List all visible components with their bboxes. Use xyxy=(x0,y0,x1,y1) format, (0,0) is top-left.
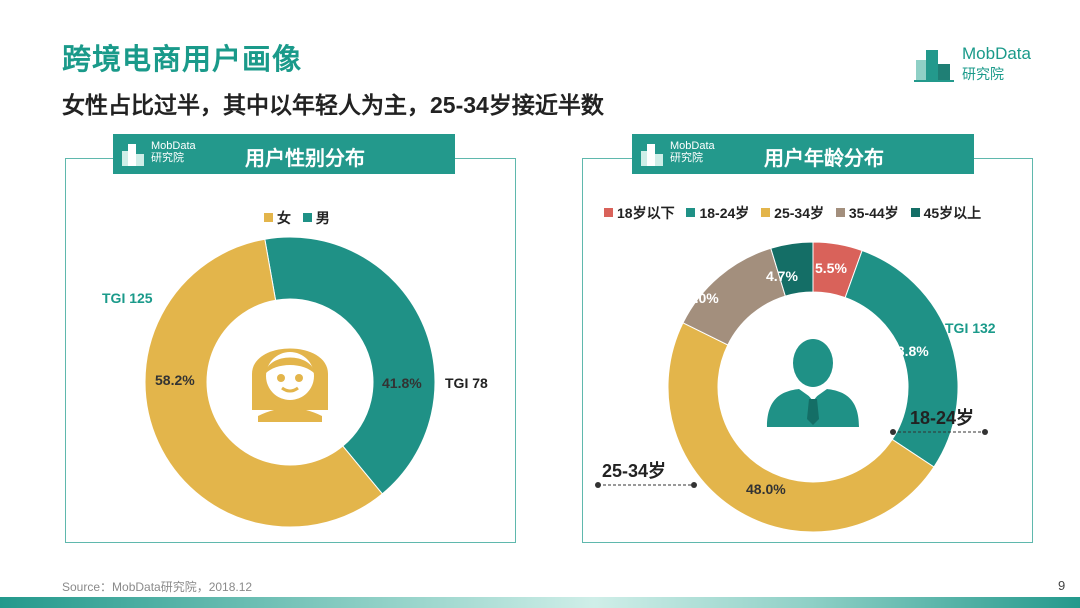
source-note: Source：MobData研究院，2018.12 xyxy=(62,580,253,594)
gender-legend: 女 男 xyxy=(264,208,338,228)
page-number: 9 xyxy=(1058,578,1066,593)
footer-bar xyxy=(0,597,1080,608)
tgi-label-18-24: TGI 132 xyxy=(945,320,996,336)
brand-name: MobData xyxy=(962,44,1031,63)
brand-logo: MobData 研究院 xyxy=(914,42,1054,86)
female-avatar-icon xyxy=(252,348,328,422)
building-logo-icon xyxy=(914,50,954,82)
data-label-over45: 4.7% xyxy=(766,268,798,284)
page-title: 跨境电商用户画像 xyxy=(62,44,303,76)
data-label-35-44: 13.0% xyxy=(679,290,719,306)
data-label-female: 58.2% xyxy=(155,372,195,388)
age-legend: 18岁以下 18-24岁 25-34岁 35-44岁 45岁以上 xyxy=(604,203,989,223)
age-slice-4 xyxy=(770,241,814,297)
callout-label-25-34: 25-34岁 xyxy=(602,461,667,481)
age-slice-1 xyxy=(844,249,959,468)
age-panel-header: MobData 研究院 用户年龄分布 xyxy=(632,134,974,174)
gender-panel-header: MobData 研究院 用户性别分布 xyxy=(113,134,455,174)
legend-item-18-24: 18-24岁 xyxy=(686,203,749,223)
gender-slice-1 xyxy=(144,238,383,528)
tgi-label-male: TGI 78 xyxy=(445,375,488,391)
legend-item-male: 男 xyxy=(302,208,330,228)
legend-item-female: 女 xyxy=(264,208,291,228)
data-label-25-34: 48.0% xyxy=(746,481,786,497)
age-chart-title: 用户年龄分布 xyxy=(764,148,884,170)
building-logo-icon xyxy=(641,144,663,166)
age-donut-chart xyxy=(667,241,959,533)
legend-item-over45: 45岁以上 xyxy=(910,203,981,223)
gender-chart-title: 用户性别分布 xyxy=(245,148,365,170)
callout-label-18-24: 18-24岁 xyxy=(910,408,975,428)
building-logo-icon xyxy=(122,144,144,166)
page-subtitle: 女性占比过半，其中以年轻人为主，25-34岁接近半数 xyxy=(62,92,604,118)
age-slice-2 xyxy=(667,322,935,533)
tgi-label-female: TGI 125 xyxy=(102,290,153,306)
legend-item-35-44: 35-44岁 xyxy=(835,203,899,223)
data-label-18-24: 28.8% xyxy=(889,343,929,359)
header-brand: MobData 研究院 xyxy=(670,140,715,164)
header-brand: MobData 研究院 xyxy=(151,140,196,164)
legend-item-25-34: 25-34岁 xyxy=(761,203,824,223)
callout-25-34-line xyxy=(595,482,697,488)
gender-donut-chart xyxy=(144,236,436,528)
callout-18-24-line xyxy=(890,429,988,435)
data-label-male: 41.8% xyxy=(382,375,422,391)
gender-slice-0 xyxy=(264,236,436,495)
male-business-avatar-icon xyxy=(767,339,859,427)
brand-sub: 研究院 xyxy=(962,66,1004,82)
legend-item-under18: 18岁以下 xyxy=(604,203,675,223)
data-label-under18: 5.5% xyxy=(815,260,847,276)
